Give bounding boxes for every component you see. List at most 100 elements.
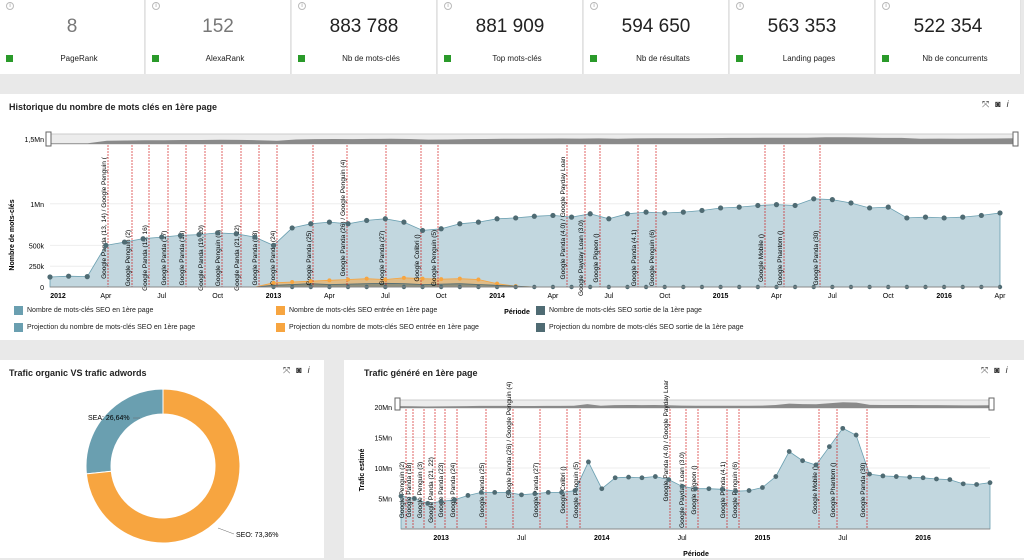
traffic-panel: Trafic généré en 1ère page ⤧ ◙ i 20Mn 5Mn… — [344, 360, 1024, 558]
info-icon[interactable]: i — [1005, 365, 1008, 375]
navigator-handle-left — [45, 131, 52, 147]
legend-item[interactable]: Projection du nombre de mots-clés SEO en… — [276, 323, 479, 332]
x-tick-label: 2014 — [489, 293, 505, 300]
pie-chart[interactable]: SEA: 26,64% SEO: 73,36% — [0, 378, 324, 558]
update-label: Google Panda (18) — [179, 231, 186, 286]
status-icon — [444, 55, 451, 62]
data-point — [289, 225, 295, 231]
kpi-value: 594 650 — [621, 16, 691, 37]
update-label: Google Penguin (5) — [431, 230, 438, 286]
data-point — [960, 214, 966, 220]
data-point — [465, 493, 471, 498]
data-point — [568, 214, 575, 220]
info-icon[interactable]: i — [307, 365, 310, 375]
x-tick-label: Oct — [212, 293, 223, 300]
data-point — [922, 214, 929, 220]
data-point — [476, 277, 481, 282]
y-tick-label: 15Mn — [374, 436, 392, 443]
status-icon — [736, 55, 743, 62]
status-icon — [152, 55, 159, 62]
data-point — [84, 274, 90, 280]
info-icon[interactable]: i — [736, 2, 744, 10]
x-tick-label: 2015 — [755, 535, 771, 542]
legend-item[interactable]: Nombre de mots-clés SEO sortie de la 1èr… — [536, 306, 702, 315]
legend-item[interactable]: Projection du nombre de mots-clés SEO en… — [14, 323, 195, 332]
data-point — [941, 215, 947, 221]
legend-swatch — [14, 306, 23, 315]
update-label: Google Penguin (2) — [399, 462, 406, 518]
kpi-value: 8 — [66, 16, 78, 37]
x-tick-label: 2014 — [594, 535, 610, 542]
x-tick-label: 2015 — [713, 293, 729, 300]
x-tick-label: 2013 — [266, 293, 282, 300]
zoom-reset-icon[interactable]: ⤧ — [982, 99, 990, 109]
data-point — [978, 212, 984, 219]
x-tick-label: Jul — [838, 535, 847, 542]
data-point — [699, 207, 705, 214]
info-icon[interactable]: i — [444, 2, 452, 10]
traffic-title: Trafic généré en 1ère page — [364, 368, 478, 378]
data-point — [457, 221, 463, 227]
x-tick-label: Oct — [883, 293, 894, 300]
data-point — [419, 227, 426, 234]
legend-swatch — [276, 306, 285, 315]
data-point — [308, 221, 314, 227]
data-point — [719, 486, 725, 492]
x-axis-label: Période — [504, 309, 530, 316]
legend-item[interactable]: Nombre de mots-clés SEO entrée en 1ère p… — [276, 306, 437, 315]
data-point — [398, 493, 404, 499]
data-point — [252, 234, 258, 240]
data-point — [612, 475, 618, 481]
data-point — [177, 232, 183, 239]
update-label: Google Panda (27) — [379, 231, 386, 286]
kpi-value: 563 353 — [767, 16, 837, 37]
kpi-label: AlexaRank — [205, 54, 245, 63]
data-point — [505, 490, 511, 495]
kpi-value: 883 788 — [329, 16, 399, 37]
y-tick-label: 500k — [29, 243, 45, 250]
data-point — [572, 488, 578, 493]
info-icon[interactable]: i — [1006, 99, 1009, 109]
kpi-label: PageRank — [60, 54, 98, 63]
legend-item[interactable]: Nombre de mots-clés SEO en 1ère page — [14, 306, 153, 315]
data-point — [121, 239, 128, 245]
pie-label-sea: SEA: 26,64% — [88, 415, 130, 422]
legend-item[interactable]: Projection du nombre de mots-clés SEO so… — [536, 323, 744, 332]
camera-icon[interactable]: ◙ — [995, 99, 1001, 109]
traffic-chart[interactable]: 20Mn 5Mn 10Mn 15Mn Trafic estimé Google Pengu… — [344, 380, 1024, 560]
info-icon[interactable]: i — [882, 2, 890, 10]
data-point — [290, 280, 295, 285]
data-point — [327, 278, 332, 283]
data-point — [773, 474, 779, 479]
info-icon[interactable]: i — [298, 2, 306, 10]
info-icon[interactable]: i — [152, 2, 160, 10]
update-label: Google Panda (18) — [406, 463, 413, 518]
history-panel: Historique du nombre de mots clés en 1èr… — [0, 94, 1024, 340]
data-point — [475, 219, 482, 225]
info-icon[interactable]: i — [6, 2, 14, 10]
data-point — [345, 221, 351, 227]
kpi-label: Top mots-clés — [492, 54, 542, 63]
status-icon — [590, 55, 597, 62]
update-label: Google Penguin (3) — [215, 230, 222, 286]
y-axis-label: Trafic estimé — [359, 448, 366, 491]
update-label: Google Panda (27) — [533, 463, 540, 518]
history-chart[interactable]: 1,5Mn 0 250k 500k 1Mn Nombre de mots-clés Goog… — [0, 118, 1024, 318]
info-icon[interactable]: i — [590, 2, 598, 10]
update-label: Google Panda (23) — [252, 231, 259, 286]
legend-label: Nombre de mots-clés SEO sortie de la 1èr… — [549, 307, 702, 314]
camera-icon[interactable]: ◙ — [296, 365, 302, 375]
update-label: Google Phantom () — [777, 231, 784, 286]
x-tick-label: 2016 — [936, 293, 952, 300]
zoom-reset-icon[interactable]: ⤧ — [981, 365, 989, 375]
data-point — [364, 217, 370, 224]
data-point — [643, 209, 649, 215]
camera-icon[interactable]: ◙ — [994, 365, 1000, 375]
update-label: Google Payday Loan (3.0) — [578, 220, 585, 296]
data-point — [452, 497, 457, 503]
zoom-reset-icon[interactable]: ⤧ — [283, 365, 291, 375]
data-point — [853, 432, 859, 438]
data-point — [947, 477, 953, 482]
update-label: Google Panda (23) — [438, 463, 445, 518]
navigator-handle-right — [988, 397, 995, 411]
